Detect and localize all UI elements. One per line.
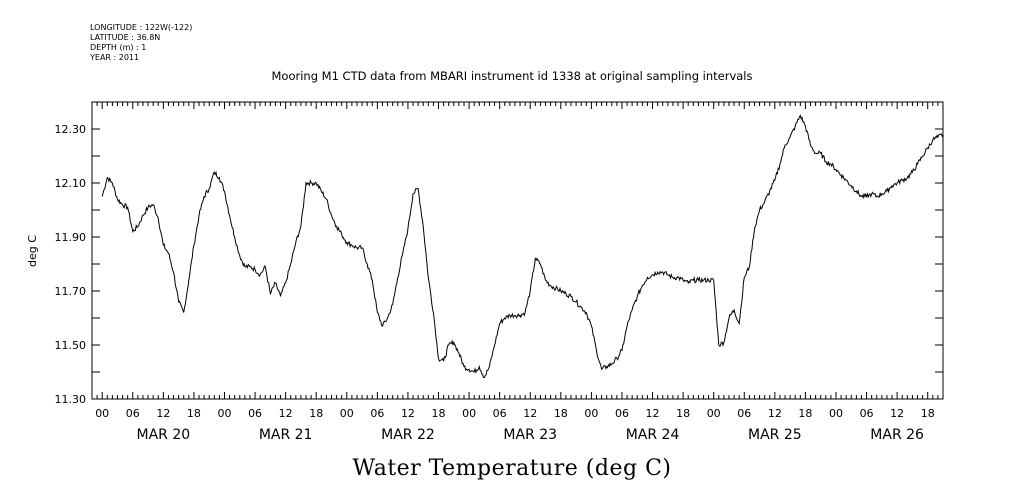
y-tick-label: 11.90 bbox=[55, 231, 87, 244]
x-hour-label: 12 bbox=[156, 407, 170, 420]
y-axis-ticks: 11.30 11.50 11.70 11.90 12.10 12.30 bbox=[55, 101, 943, 406]
x-hour-label: 12 bbox=[890, 407, 904, 420]
x-axis-date-labels: MAR 20 MAR 21 MAR 22 MAR 23 MAR 24 MAR 25 MAR … bbox=[137, 427, 925, 443]
x-hour-label: 00 bbox=[217, 407, 231, 420]
x-hour-label: 00 bbox=[584, 407, 598, 420]
y-tick-label: 12.30 bbox=[55, 123, 87, 136]
x-axis-ticks bbox=[91, 102, 944, 399]
x-axis-title: Water Temperature (deg C) bbox=[353, 456, 672, 481]
y-tick-label: 11.70 bbox=[55, 285, 87, 298]
x-hour-label: 12 bbox=[646, 407, 660, 420]
x-date-label: MAR 20 bbox=[137, 427, 191, 443]
x-hour-label: 06 bbox=[615, 407, 629, 420]
x-hour-label: 06 bbox=[860, 407, 874, 420]
x-hour-label: 18 bbox=[187, 407, 201, 420]
y-tick-label: 11.30 bbox=[55, 393, 87, 406]
x-date-label: MAR 22 bbox=[381, 427, 435, 443]
x-hour-label: 12 bbox=[279, 407, 293, 420]
x-hour-label: 00 bbox=[462, 407, 476, 420]
y-tick-label: 12.10 bbox=[55, 177, 87, 190]
x-hour-label: 06 bbox=[126, 407, 140, 420]
x-date-label: MAR 21 bbox=[259, 427, 313, 443]
x-hour-label: 12 bbox=[401, 407, 415, 420]
x-hour-label: 12 bbox=[523, 407, 537, 420]
x-hour-label: 00 bbox=[707, 407, 721, 420]
series-line bbox=[101, 114, 944, 379]
x-hour-label: 12 bbox=[768, 407, 782, 420]
x-hour-label: 00 bbox=[829, 407, 843, 420]
y-axis-label: deg C bbox=[26, 235, 39, 267]
x-axis-hour-labels: 00 06 12 18 00 06 12 18 00 06 12 18 00 06 12 18 00 06 12 18… bbox=[95, 407, 935, 420]
latitude-label: LATITUDE : 36.8N bbox=[90, 33, 160, 42]
x-hour-label: 06 bbox=[737, 407, 751, 420]
x-hour-label: 18 bbox=[432, 407, 446, 420]
depth-label: DEPTH (m) : 1 bbox=[90, 43, 146, 52]
x-hour-label: 06 bbox=[493, 407, 507, 420]
plot-frame bbox=[91, 101, 944, 400]
chart-title: Mooring M1 CTD data from MBARI instrumen… bbox=[272, 69, 753, 83]
x-date-label: MAR 23 bbox=[503, 427, 557, 443]
x-hour-label: 06 bbox=[248, 407, 262, 420]
year-label: YEAR : 2011 bbox=[89, 53, 139, 62]
x-hour-label: 06 bbox=[370, 407, 384, 420]
x-date-label: MAR 26 bbox=[870, 427, 924, 443]
x-hour-label: 18 bbox=[921, 407, 935, 420]
x-date-label: MAR 24 bbox=[626, 427, 680, 443]
x-hour-label: 18 bbox=[554, 407, 568, 420]
x-hour-label: 18 bbox=[676, 407, 690, 420]
longitude-label: LONGITUDE : 122W(-122) bbox=[90, 23, 192, 32]
y-tick-label: 11.50 bbox=[55, 339, 87, 352]
x-hour-label: 18 bbox=[798, 407, 812, 420]
x-date-label: MAR 25 bbox=[748, 427, 802, 443]
x-hour-label: 18 bbox=[309, 407, 323, 420]
x-hour-label: 00 bbox=[340, 407, 354, 420]
x-hour-label: 00 bbox=[95, 407, 109, 420]
